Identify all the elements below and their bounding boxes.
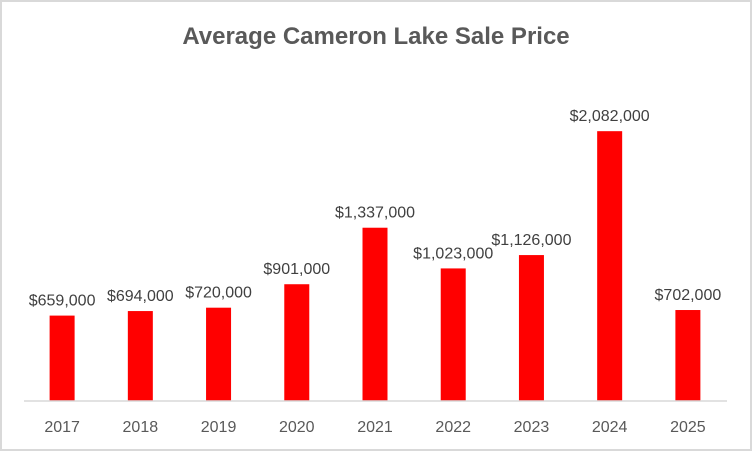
bar-2017 (49, 315, 75, 401)
bar-2019 (206, 307, 232, 401)
data-label-2025: $702,000 (655, 287, 722, 304)
bar-2021 (362, 227, 388, 401)
data-label-2021: $1,337,000 (335, 205, 415, 222)
bar-2022 (440, 268, 466, 401)
bar-2025 (675, 310, 701, 401)
data-label-2022: $1,023,000 (413, 245, 493, 262)
data-label-2023: $1,126,000 (491, 232, 571, 249)
data-label-2019: $720,000 (185, 285, 252, 302)
x-tick-label: 2025 (670, 419, 706, 436)
x-tick-label: 2024 (592, 419, 628, 436)
bar-2024 (597, 131, 623, 402)
x-tick-label: 2017 (44, 419, 80, 436)
data-label-2018: $694,000 (107, 288, 174, 305)
x-tick-label: 2023 (514, 419, 550, 436)
data-label-2017: $659,000 (29, 293, 96, 310)
bar-2023 (518, 255, 544, 401)
x-tick-label: 2021 (357, 419, 393, 436)
bar-2018 (127, 311, 153, 401)
bar-2020 (284, 284, 310, 401)
x-tick-label: 2018 (123, 419, 159, 436)
x-tick-label: 2019 (201, 419, 237, 436)
x-tick-label: 2022 (435, 419, 471, 436)
x-tick-label: 2020 (279, 419, 315, 436)
data-label-2020: $901,000 (263, 261, 330, 278)
chart-title: Average Cameron Lake Sale Price (182, 23, 569, 50)
data-label-2024: $2,082,000 (570, 108, 650, 125)
